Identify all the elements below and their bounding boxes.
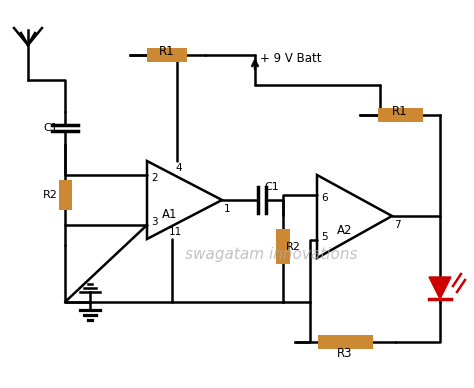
- Text: A2: A2: [337, 224, 353, 237]
- Text: 5: 5: [321, 232, 328, 242]
- Text: 6: 6: [321, 193, 328, 203]
- Text: R2: R2: [286, 242, 301, 252]
- Bar: [147, 48, 187, 62]
- Text: R1: R1: [392, 105, 408, 118]
- Text: swagatam innovations: swagatam innovations: [185, 248, 357, 263]
- Bar: [378, 108, 423, 122]
- Bar: [59, 180, 72, 210]
- Text: R2: R2: [43, 190, 58, 200]
- Text: 3: 3: [151, 217, 158, 227]
- Bar: [318, 335, 373, 349]
- Text: C1: C1: [43, 123, 58, 133]
- Text: 4: 4: [175, 163, 182, 173]
- Text: 2: 2: [151, 173, 158, 183]
- Text: 1: 1: [224, 204, 231, 214]
- Polygon shape: [429, 277, 451, 299]
- Text: C1: C1: [264, 182, 279, 192]
- Text: 7: 7: [394, 220, 401, 230]
- Text: 11: 11: [169, 227, 182, 237]
- Text: R1: R1: [159, 45, 175, 58]
- Text: + 9 V Batt: + 9 V Batt: [260, 52, 321, 64]
- Bar: [276, 229, 290, 264]
- Text: R3: R3: [337, 347, 353, 360]
- Text: A1: A1: [162, 208, 177, 221]
